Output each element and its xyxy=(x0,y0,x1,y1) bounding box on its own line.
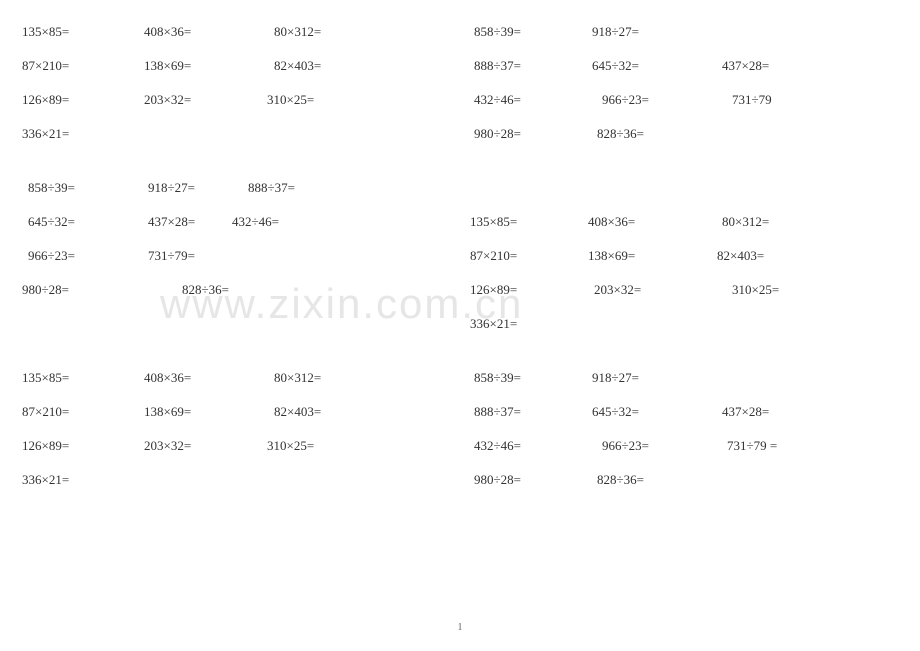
math-problem: 828÷36= xyxy=(597,126,644,142)
math-problem: 858÷39= xyxy=(474,24,521,40)
math-problem: 432÷46= xyxy=(232,214,279,230)
problem-row: 87×210= 138×69= 82×403= 888÷37= 645÷32= 437×2… xyxy=(22,404,898,420)
math-problem: 87×210= xyxy=(22,58,69,74)
math-problem: 980÷28= xyxy=(474,126,521,142)
math-problem: 432÷46= xyxy=(474,438,521,454)
math-problem: 980÷28= xyxy=(22,282,69,298)
problem-row: 135×85= 408×36= 80×312= 858÷39= 918÷27= xyxy=(22,24,898,40)
problem-row: 126×89= 203×32= 310×25= 432÷46= 966÷23= 731÷7… xyxy=(22,438,898,454)
math-problem: 731÷79 xyxy=(732,92,772,108)
problem-row: 645÷32= 437×28= 432÷46= 135×85= 408×36= 80×31… xyxy=(22,214,898,230)
math-problem: 138×69= xyxy=(144,58,191,74)
row-gap xyxy=(22,160,898,180)
math-problem: 135×85= xyxy=(470,214,517,230)
math-problem: 731÷79= xyxy=(148,248,195,264)
problem-row: 135×85= 408×36= 80×312= 858÷39= 918÷27= xyxy=(22,370,898,386)
page-number: 1 xyxy=(458,622,463,633)
math-problem: 336×21= xyxy=(22,126,69,142)
problem-row: 126×89= 203×32= 310×25= 432÷46= 966÷23= 731÷7… xyxy=(22,92,898,108)
math-problem: 408×36= xyxy=(588,214,635,230)
math-problem: 980÷28= xyxy=(474,472,521,488)
math-problem: 828÷36= xyxy=(182,282,229,298)
math-problem: 858÷39= xyxy=(474,370,521,386)
math-problem: 645÷32= xyxy=(28,214,75,230)
math-problem: 918÷27= xyxy=(592,370,639,386)
math-problem: 126×89= xyxy=(22,92,69,108)
math-problem: 203×32= xyxy=(594,282,641,298)
math-problem: 858÷39= xyxy=(28,180,75,196)
math-problem: 138×69= xyxy=(144,404,191,420)
math-problem: 80×312= xyxy=(274,24,321,40)
problem-row: 858÷39= 918÷27= 888÷37= xyxy=(22,180,898,196)
math-problem: 645÷32= xyxy=(592,58,639,74)
problem-row: 966÷23= 731÷79= 87×210= 138×69= 82×403= xyxy=(22,248,898,264)
math-problem: 135×85= xyxy=(22,24,69,40)
math-problem: 437×28= xyxy=(148,214,195,230)
math-problem: 80×312= xyxy=(722,214,769,230)
math-problem: 87×210= xyxy=(470,248,517,264)
math-problem: 126×89= xyxy=(22,438,69,454)
math-problem: 310×25= xyxy=(267,438,314,454)
problem-row: 980÷28= 828÷36= 126×89= 203×32= 310×25= xyxy=(22,282,898,298)
math-problem: 336×21= xyxy=(470,316,517,332)
problem-row: 336×21= 980÷28= 828÷36= xyxy=(22,126,898,142)
problem-row: 336×21= xyxy=(22,316,898,332)
math-problem: 888÷37= xyxy=(248,180,295,196)
math-problem: 203×32= xyxy=(144,92,191,108)
math-problem: 138×69= xyxy=(588,248,635,264)
math-problem: 888÷37= xyxy=(474,58,521,74)
math-problem: 966÷23= xyxy=(602,438,649,454)
row-gap xyxy=(22,350,898,370)
math-problem: 731÷79 = xyxy=(727,438,777,454)
math-problem: 432÷46= xyxy=(474,92,521,108)
math-problem: 408×36= xyxy=(144,24,191,40)
math-problem: 918÷27= xyxy=(592,24,639,40)
math-problem: 966÷23= xyxy=(602,92,649,108)
worksheet-page: 135×85= 408×36= 80×312= 858÷39= 918÷27= 87×21… xyxy=(0,0,920,488)
math-problem: 126×89= xyxy=(470,282,517,298)
math-problem: 203×32= xyxy=(144,438,191,454)
problem-row: 336×21= 980÷28= 828÷36= xyxy=(22,472,898,488)
math-problem: 135×85= xyxy=(22,370,69,386)
math-problem: 918÷27= xyxy=(148,180,195,196)
math-problem: 966÷23= xyxy=(28,248,75,264)
rows-container: 135×85= 408×36= 80×312= 858÷39= 918÷27= 87×21… xyxy=(22,24,898,488)
math-problem: 888÷37= xyxy=(474,404,521,420)
math-problem: 437×28= xyxy=(722,404,769,420)
math-problem: 82×403= xyxy=(274,58,321,74)
math-problem: 437×28= xyxy=(722,58,769,74)
math-problem: 310×25= xyxy=(732,282,779,298)
math-problem: 310×25= xyxy=(267,92,314,108)
math-problem: 645÷32= xyxy=(592,404,639,420)
math-problem: 82×403= xyxy=(274,404,321,420)
math-problem: 82×403= xyxy=(717,248,764,264)
math-problem: 336×21= xyxy=(22,472,69,488)
problem-row: 87×210= 138×69= 82×403= 888÷37= 645÷32= 437×2… xyxy=(22,58,898,74)
math-problem: 408×36= xyxy=(144,370,191,386)
math-problem: 87×210= xyxy=(22,404,69,420)
math-problem: 828÷36= xyxy=(597,472,644,488)
math-problem: 80×312= xyxy=(274,370,321,386)
